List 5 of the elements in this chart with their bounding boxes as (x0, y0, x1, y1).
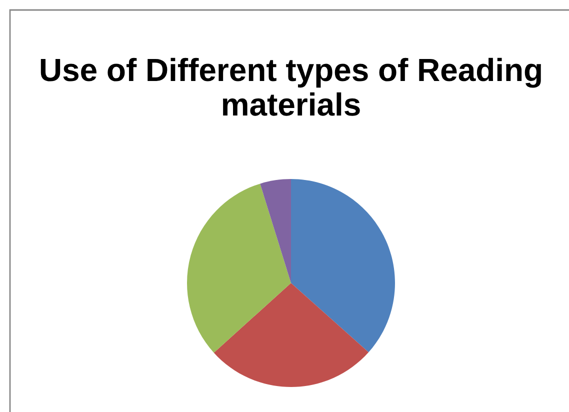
pie-slice (214, 283, 369, 387)
chart-title: Use of Different types of Reading materials (40, 58, 541, 116)
pie-slice (187, 184, 291, 353)
pie-slice (291, 179, 395, 352)
pie-slice (260, 179, 291, 283)
